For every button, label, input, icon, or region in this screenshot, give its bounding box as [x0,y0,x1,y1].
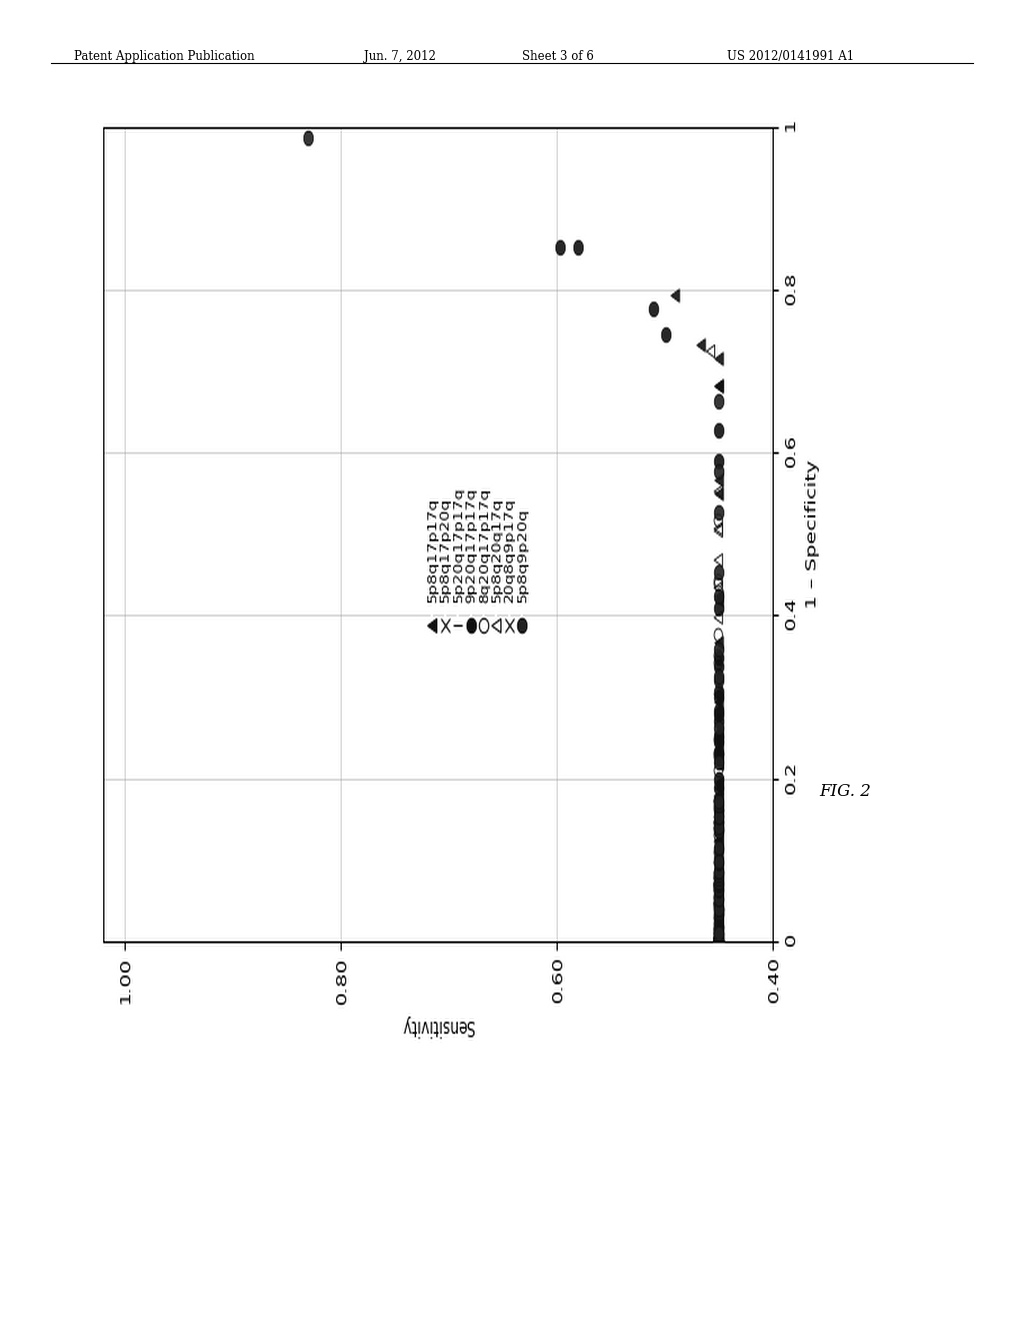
Text: Jun. 7, 2012: Jun. 7, 2012 [364,50,435,63]
Text: Patent Application Publication: Patent Application Publication [74,50,254,63]
Text: US 2012/0141991 A1: US 2012/0141991 A1 [727,50,854,63]
Text: Sheet 3 of 6: Sheet 3 of 6 [522,50,594,63]
Text: FIG. 2: FIG. 2 [819,784,871,800]
